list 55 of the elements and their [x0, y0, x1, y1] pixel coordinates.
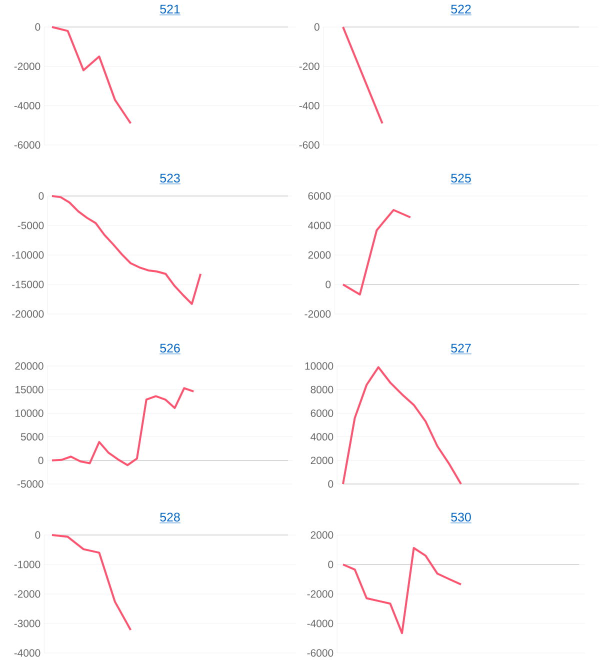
chart-title: 527	[451, 344, 471, 353]
line-series	[51, 387, 195, 466]
chart-title: 528	[160, 512, 180, 522]
chart-title: 523	[160, 174, 180, 183]
y-tick-label: -5000	[17, 480, 44, 488]
y-tick-label: 8000	[310, 386, 334, 394]
y-tick-label: -4000	[14, 649, 40, 657]
chart-title: 525	[451, 174, 471, 183]
y-tick-label: 4000	[310, 433, 334, 441]
chart-title: 526	[160, 344, 180, 353]
y-tick-label: 5000	[20, 433, 44, 441]
y-tick-label: 4000	[308, 222, 331, 230]
y-tick-label: 6000	[308, 192, 331, 200]
line-series	[342, 366, 462, 486]
y-tick-label: -1000	[14, 560, 40, 568]
line-series	[51, 195, 202, 305]
y-tick-label: 0	[38, 192, 44, 200]
y-tick-label: -200	[299, 62, 320, 70]
y-tick-label: 10000	[15, 410, 44, 417]
y-tick-label: 10000	[305, 362, 334, 370]
line-series	[342, 546, 462, 634]
y-tick-label: -5000	[18, 222, 44, 230]
y-tick-label: 2000	[310, 531, 334, 539]
y-tick-label: -4000	[307, 620, 334, 628]
chart-title: 530	[451, 512, 471, 522]
y-tick-label: 0	[35, 531, 40, 539]
y-tick-label: -3000	[14, 620, 40, 628]
y-tick-label: 6000	[310, 410, 334, 417]
y-tick-label: -600	[299, 141, 320, 149]
y-tick-label: 0	[326, 280, 331, 288]
y-tick-label: -2000	[14, 590, 40, 598]
y-tick-label: 15000	[15, 386, 44, 394]
chart-title: 521	[160, 4, 180, 14]
y-tick-label: 2000	[308, 251, 331, 259]
y-tick-label: -2000	[14, 62, 40, 70]
y-tick-label: 20000	[15, 362, 44, 370]
y-tick-label: 0	[328, 560, 334, 568]
y-tick-label: 0	[328, 480, 334, 488]
chart-title: 522	[451, 4, 471, 14]
y-tick-label: -2000	[304, 310, 331, 318]
y-tick-label: -6000	[14, 141, 40, 149]
y-tick-label: -400	[299, 102, 320, 110]
y-tick-label: 0	[314, 23, 320, 31]
line-series	[342, 209, 412, 296]
y-tick-label: -15000	[12, 280, 44, 288]
line-series	[50, 534, 132, 631]
y-tick-label: -10000	[12, 251, 44, 259]
y-tick-label: 2000	[310, 456, 334, 464]
y-tick-label: 0	[35, 23, 40, 31]
y-tick-label: -6000	[307, 649, 334, 657]
y-tick-label: -4000	[14, 102, 40, 110]
y-tick-label: 0	[38, 456, 44, 464]
y-tick-label: -20000	[12, 310, 44, 318]
line-series	[50, 26, 132, 124]
y-tick-label: -2000	[307, 590, 334, 598]
